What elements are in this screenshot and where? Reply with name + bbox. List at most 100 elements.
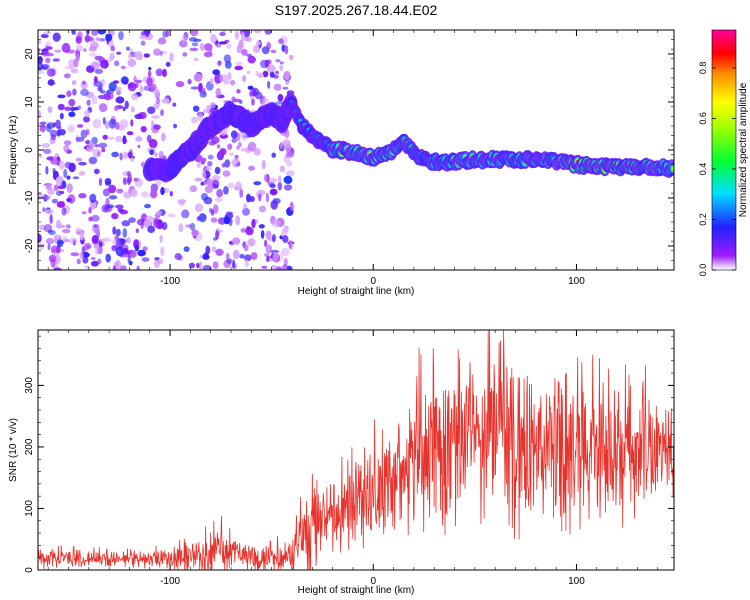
noise-blob: [115, 135, 123, 143]
noise-blob: [283, 70, 291, 81]
noise-blob: [41, 63, 50, 70]
noise-blob: [91, 214, 100, 222]
spectrogram-x-tick-label: -100: [160, 276, 180, 287]
noise-blob: [115, 96, 125, 104]
noise-blob: [66, 175, 71, 180]
noise-blob: [215, 230, 220, 240]
noise-blob: [230, 130, 238, 139]
snr-series-line: [38, 330, 674, 570]
noise-blob: [102, 188, 110, 197]
noise-blob: [119, 119, 129, 129]
noise-blob: [243, 244, 249, 252]
noise-blob: [181, 209, 190, 219]
noise-blob: [76, 124, 84, 128]
noise-blob: [270, 49, 277, 54]
noise-blob: [160, 246, 165, 257]
noise-blob: [77, 105, 81, 110]
noise-blob: [189, 185, 198, 193]
noise-blob: [243, 203, 248, 212]
noise-blob: [187, 78, 192, 85]
noise-blob: [229, 79, 236, 86]
noise-blob: [264, 30, 272, 35]
noise-blob: [254, 91, 263, 100]
noise-blob: [210, 77, 214, 85]
noise-blob: [236, 89, 241, 94]
noise-blob: [47, 79, 55, 86]
noise-blob: [108, 81, 117, 92]
noise-blob: [234, 65, 243, 71]
noise-blob: [241, 31, 246, 41]
noise-blob: [67, 124, 75, 133]
noise-blob: [101, 147, 106, 153]
noise-blob: [239, 188, 244, 198]
noise-blob: [202, 108, 209, 114]
noise-blob: [122, 177, 127, 186]
noise-blob: [83, 48, 87, 52]
noise-blob: [190, 30, 199, 37]
noise-blob: [198, 261, 203, 270]
noise-blob: [92, 118, 102, 129]
spectrogram-y-label: Frequency (Hz): [8, 116, 19, 185]
noise-blob: [75, 35, 83, 44]
noise-blob: [149, 83, 157, 91]
noise-blob: [80, 250, 84, 259]
noise-blob: [162, 68, 167, 78]
noise-blob: [227, 143, 233, 150]
noise-blob: [92, 148, 102, 158]
noise-blob: [99, 38, 106, 42]
noise-blob: [156, 97, 161, 105]
noise-blob: [43, 31, 52, 35]
noise-blob: [50, 258, 56, 268]
noise-blob: [139, 85, 144, 93]
noise-blob: [212, 204, 219, 214]
noise-blob: [70, 252, 80, 257]
noise-blob: [201, 169, 207, 179]
noise-blob: [136, 91, 141, 96]
noise-blob: [250, 252, 258, 260]
noise-blob: [130, 189, 138, 198]
noise-blob: [282, 139, 291, 148]
noise-blob: [56, 129, 61, 137]
ridge-blob: [671, 166, 674, 171]
snr-y-ticks: 0 100 200 300: [24, 335, 674, 573]
noise-blob: [278, 95, 283, 101]
spectrogram-noise: [38, 30, 295, 270]
noise-blob: [153, 48, 162, 56]
snr-frame: [37, 329, 675, 571]
noise-blob: [41, 143, 51, 148]
noise-blob: [130, 119, 134, 127]
noise-blob: [175, 81, 185, 88]
noise-blob: [135, 228, 139, 233]
noise-blob: [63, 144, 70, 153]
noise-blob: [88, 207, 92, 214]
noise-blob: [177, 199, 187, 204]
noise-blob: [198, 82, 203, 93]
noise-blob: [212, 69, 221, 76]
noise-blob: [172, 102, 177, 107]
noise-blob: [76, 258, 81, 265]
noise-blob: [188, 37, 198, 42]
noise-blob: [93, 76, 98, 84]
noise-blob: [228, 217, 233, 227]
noise-blob: [284, 184, 293, 191]
noise-blob: [82, 256, 89, 264]
noise-blob: [279, 165, 286, 173]
noise-blob: [266, 255, 270, 262]
noise-blob: [143, 219, 152, 228]
noise-blob: [111, 151, 119, 158]
noise-blob: [161, 98, 170, 104]
noise-blob: [97, 258, 102, 265]
noise-blob: [167, 213, 176, 218]
noise-blob: [140, 126, 147, 133]
noise-blob: [55, 219, 62, 229]
noise-blob: [193, 73, 203, 82]
spectrogram-y-ticks: 20 10 0 -10 -20: [24, 29, 674, 271]
noise-blob: [46, 68, 56, 77]
noise-blob: [157, 37, 167, 45]
noise-blob: [68, 98, 76, 107]
noise-blob: [47, 106, 53, 113]
colorbar-label: Normalized spectral amplitude: [738, 82, 749, 217]
noise-blob: [211, 136, 220, 144]
noise-blob: [234, 30, 240, 40]
noise-blob: [262, 70, 269, 78]
